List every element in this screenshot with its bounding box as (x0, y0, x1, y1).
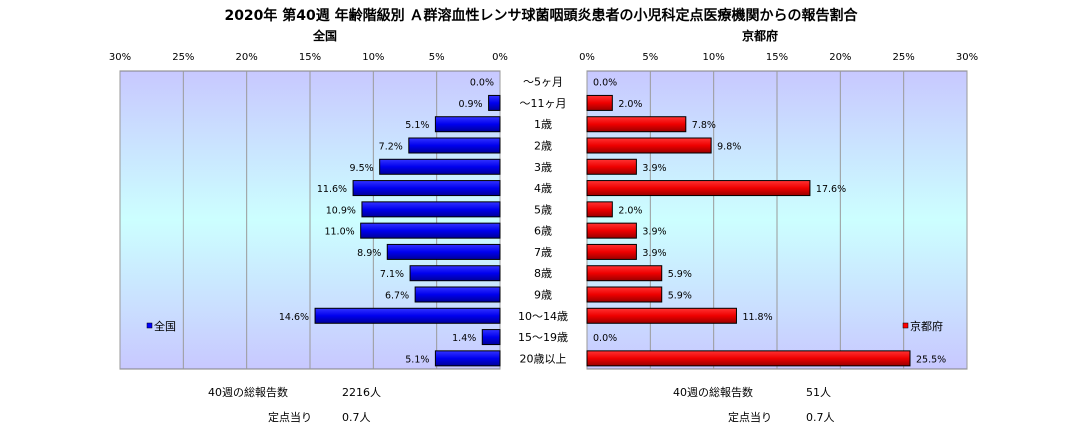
category-label: 9歳 (534, 289, 552, 302)
left-data-label: 11.0% (324, 227, 354, 238)
category-label: ～5ヶ月 (523, 76, 563, 89)
right-bar (586, 243, 637, 260)
right-data-label: 3.9% (642, 163, 666, 174)
right-legend-swatch (902, 322, 909, 329)
left-tick-label: 15% (299, 52, 321, 63)
left-tick-label: 20% (236, 52, 258, 63)
category-label: 20歳以上 (520, 352, 567, 365)
chart-title: 2020年 第40週 年齢階級別 Ａ群溶血性レンサ球菌咽頭炎患者の小児科定点医療… (224, 7, 858, 24)
left-legend-label: 全国 (154, 319, 176, 333)
right-bar (586, 116, 687, 133)
category-label: 1歳 (534, 118, 552, 131)
category-label: 3歳 (534, 161, 552, 174)
left-tick-label: 0% (492, 52, 508, 63)
right-per-label: 定点当り (728, 411, 772, 424)
left-panel-subtitle: 全国 (312, 28, 337, 43)
left-data-label: 11.6% (317, 184, 347, 195)
left-bar (481, 329, 501, 346)
category-label: 8歳 (534, 267, 552, 280)
right-total-label: 40週の総報告数 (673, 386, 753, 399)
left-per-value: 0.7人 (342, 411, 371, 424)
right-data-label: 9.8% (717, 142, 741, 153)
right-tick-label: 0% (579, 52, 595, 63)
right-legend-label: 京都府 (910, 319, 943, 333)
left-tick-label: 30% (109, 52, 131, 63)
right-tick-label: 15% (766, 52, 788, 63)
left-bar (379, 158, 501, 175)
category-label: 6歳 (534, 225, 552, 238)
category-label: ～11ヶ月 (520, 97, 567, 110)
right-tick-label: 5% (642, 52, 658, 63)
right-bar (586, 94, 613, 111)
left-bar (434, 350, 501, 367)
left-tick-label: 10% (362, 52, 384, 63)
right-data-label: 3.9% (642, 248, 666, 259)
right-tick-label: 20% (829, 52, 851, 63)
left-bar (360, 222, 501, 239)
right-data-label: 17.6% (816, 184, 846, 195)
right-total-value: 51人 (806, 386, 831, 399)
left-data-label: 6.7% (385, 291, 409, 302)
left-per-label: 定点当り (268, 411, 312, 424)
left-data-label: 0.0% (470, 78, 494, 89)
category-label: 4歳 (534, 182, 552, 195)
right-bar (586, 350, 911, 367)
right-data-label: 2.0% (618, 205, 642, 216)
left-tick-label: 5% (429, 52, 445, 63)
left-data-label: 0.9% (458, 99, 482, 110)
category-label: 5歳 (534, 203, 552, 216)
left-data-label: 5.1% (405, 120, 429, 131)
right-bar (586, 180, 811, 197)
left-bar (386, 243, 501, 260)
right-bar (586, 137, 712, 154)
left-data-label: 7.1% (380, 269, 404, 280)
category-label: 15～19歳 (518, 331, 568, 344)
right-data-label: 0.0% (593, 78, 617, 89)
right-data-label: 2.0% (618, 99, 642, 110)
right-per-value: 0.7人 (806, 411, 835, 424)
right-bar (586, 222, 637, 239)
right-bar (586, 307, 737, 324)
left-data-label: 7.2% (379, 142, 403, 153)
left-bar (488, 94, 501, 111)
left-bar (434, 116, 501, 133)
right-tick-label: 30% (956, 52, 978, 63)
left-data-label: 14.6% (279, 312, 309, 323)
left-data-label: 8.9% (357, 248, 381, 259)
right-data-label: 5.9% (668, 269, 692, 280)
right-bar (586, 201, 613, 218)
left-bar (352, 180, 501, 197)
right-data-label: 25.5% (916, 354, 946, 365)
left-data-label: 9.5% (350, 163, 374, 174)
left-total-value: 2216人 (342, 386, 381, 399)
right-bar (586, 158, 637, 175)
right-data-label: 7.8% (692, 120, 716, 131)
left-bar (408, 137, 501, 154)
left-data-label: 5.1% (405, 354, 429, 365)
left-total-label: 40週の総報告数 (208, 386, 288, 399)
right-data-label: 11.8% (742, 312, 772, 323)
category-label: 2歳 (534, 140, 552, 153)
left-bar (314, 307, 501, 324)
right-bar (586, 286, 663, 303)
right-panel-subtitle: 京都府 (742, 28, 778, 43)
category-label: 7歳 (534, 246, 552, 259)
left-data-label: 10.9% (326, 205, 356, 216)
right-data-label: 5.9% (668, 291, 692, 302)
right-data-label: 0.0% (593, 333, 617, 344)
left-tick-label: 25% (172, 52, 194, 63)
left-data-label: 1.4% (452, 333, 476, 344)
right-data-label: 3.9% (642, 227, 666, 238)
left-bar (361, 201, 501, 218)
right-bar (586, 265, 663, 282)
right-tick-label: 10% (703, 52, 725, 63)
left-bar (409, 265, 501, 282)
category-label: 10～14歳 (518, 310, 568, 323)
right-tick-label: 25% (893, 52, 915, 63)
left-legend-swatch (146, 322, 153, 329)
left-bar (414, 286, 501, 303)
